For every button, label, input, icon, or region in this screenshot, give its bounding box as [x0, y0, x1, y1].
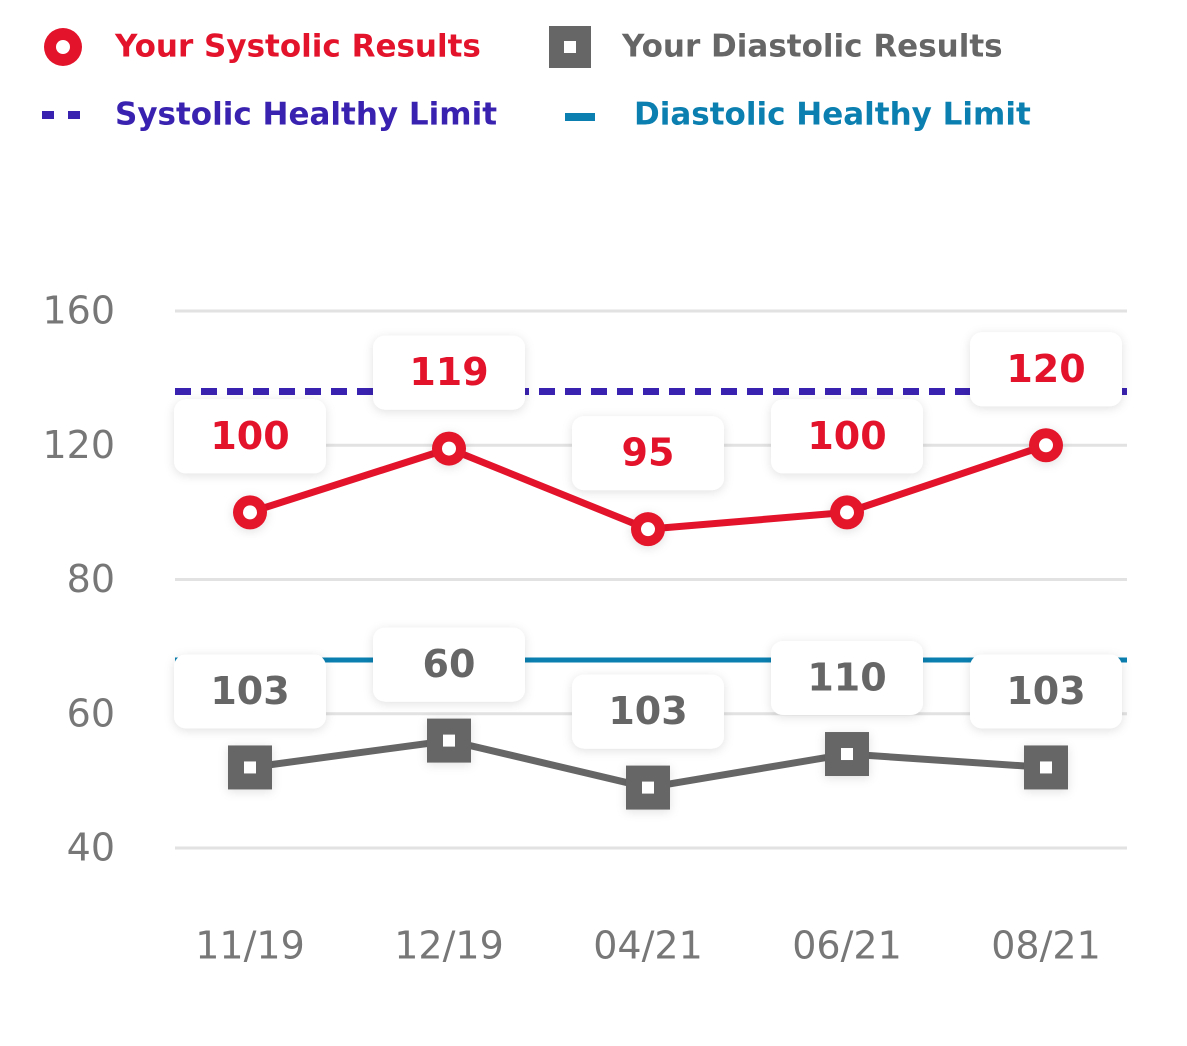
data-label-box [373, 335, 525, 410]
data-label-box [970, 654, 1122, 729]
y-tick-label: 120 [42, 423, 115, 467]
legend-label: Diastolic Healthy Limit [634, 97, 1031, 133]
x-tick-label: 11/19 [195, 924, 305, 968]
legend-marker-center [56, 40, 70, 54]
y-tick-label: 40 [67, 826, 115, 870]
data-label-box [771, 641, 923, 716]
legend-label: Your Systolic Results [114, 29, 481, 65]
x-tick-label: 06/21 [792, 924, 902, 968]
data-label: 100 [807, 414, 886, 458]
data-label-box [373, 627, 525, 702]
legend-label: Systolic Healthy Limit [115, 97, 497, 133]
data-label: 120 [1006, 347, 1085, 391]
data-label: 119 [409, 350, 488, 394]
x-tick-label: 08/21 [991, 924, 1101, 968]
y-tick-label: 80 [67, 557, 115, 601]
marker-center [1040, 761, 1052, 774]
marker-center [442, 441, 456, 456]
data-label-box [174, 399, 326, 474]
marker-center [642, 781, 654, 794]
marker-center [243, 505, 257, 520]
data-label-box [970, 332, 1122, 407]
marker-center [1039, 438, 1053, 453]
data-label-box [174, 654, 326, 729]
data-label: 60 [423, 642, 476, 686]
data-label-box [572, 674, 724, 749]
marker-center [244, 761, 256, 774]
marker-center [641, 522, 655, 537]
legend-label: Your Diastolic Results [621, 29, 1003, 65]
marker-center [841, 748, 853, 761]
y-tick-label: 60 [67, 691, 115, 735]
data-label: 110 [807, 656, 886, 700]
data-label: 103 [608, 689, 687, 733]
marker-center [840, 505, 854, 520]
marker-center [443, 734, 455, 747]
legend-marker-center [564, 41, 576, 53]
x-tick-label: 04/21 [593, 924, 703, 968]
data-label: 103 [1006, 669, 1085, 713]
data-label: 100 [210, 414, 289, 458]
y-tick-label: 160 [42, 289, 115, 333]
data-label-box [572, 416, 724, 491]
data-label: 103 [210, 669, 289, 713]
data-label: 95 [622, 431, 675, 475]
data-label-box [771, 399, 923, 474]
x-tick-label: 12/19 [394, 924, 504, 968]
